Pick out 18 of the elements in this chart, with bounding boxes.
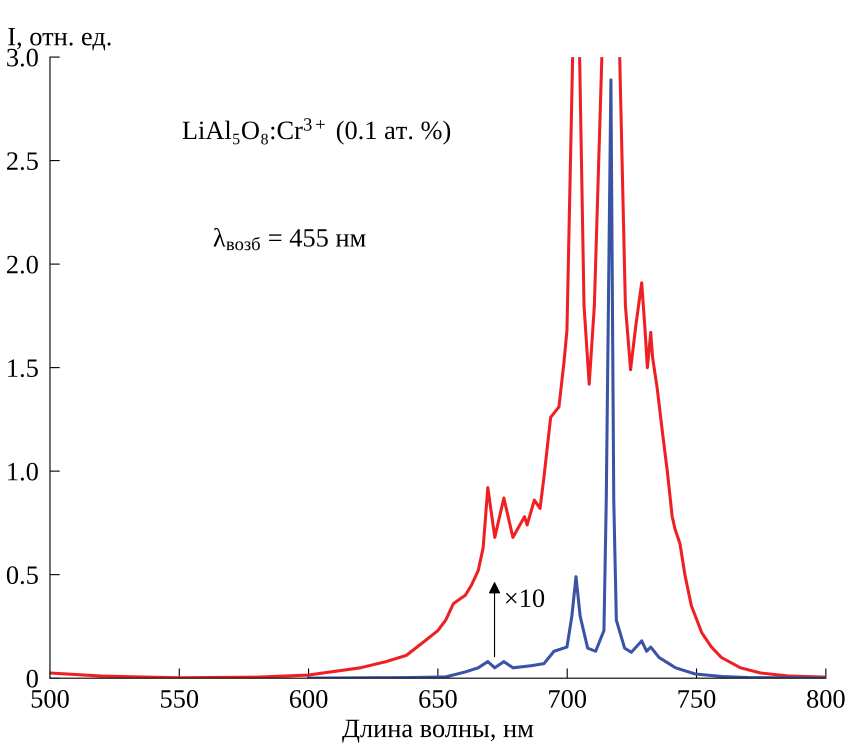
x-tick-label: 700 (549, 690, 586, 708)
x-tick-label: 600 (290, 690, 328, 708)
y-tick-label: 1.0 (8, 462, 38, 481)
x-axis-title: Длина волны, нм (342, 720, 534, 743)
y-tick-label: 0.5 (6, 566, 38, 584)
x-tick-label: 550 (161, 690, 198, 708)
x-tick-label: 500 (32, 690, 69, 708)
x-tick-label: 750 (678, 690, 716, 708)
y-tick-label: 2.0 (7, 256, 38, 274)
y-tick-label: 2.5 (7, 152, 38, 170)
annotation: λ$_{возб}$ = 455 нм (214, 228, 366, 250)
y-tick-label: 3.0 (7, 48, 38, 67)
y-tick-label: 1.5 (8, 359, 38, 378)
annotation: LiAl₅O₈:Cr$^{3+}$ (0.1 ат. %) (182, 118, 450, 145)
x-tick-label: 650 (419, 690, 457, 708)
y-tick-label: 0 (26, 670, 38, 688)
x-tick-label: 800 (807, 690, 845, 708)
annotation: ×10 (506, 589, 544, 608)
